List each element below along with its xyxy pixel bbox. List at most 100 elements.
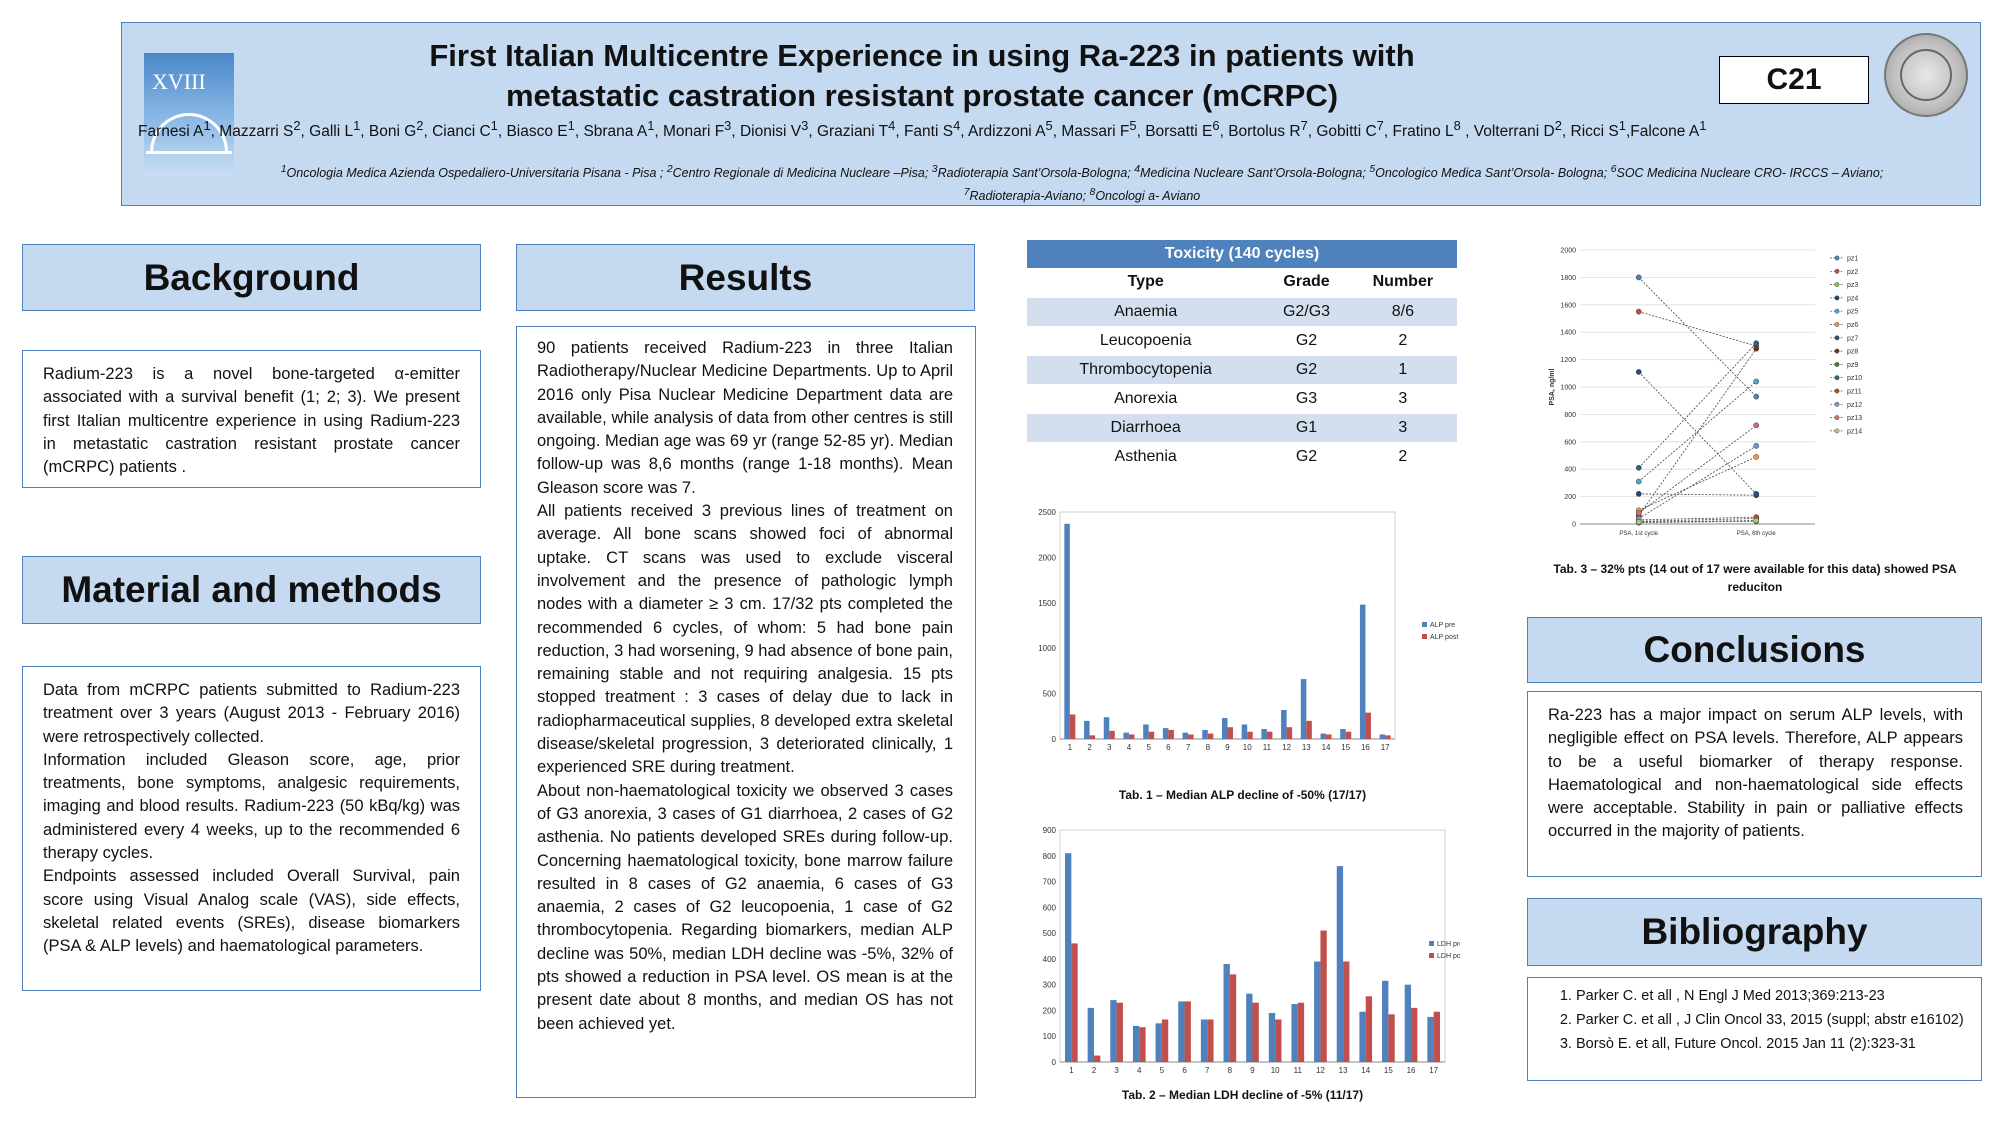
bar-ldh-post <box>1093 1055 1101 1062</box>
bar-alp-pre <box>1103 717 1110 739</box>
background-heading: Background <box>22 244 481 311</box>
methods-paragraph: Data from mCRPC patients submitted to Ra… <box>43 681 460 746</box>
results-body: 90 patients received Radium-223 in three… <box>516 326 976 1098</box>
bar-ldh-post <box>1411 1007 1418 1062</box>
y-tick-label: 2000 <box>1038 553 1056 562</box>
legend-label: pz6 <box>1847 322 1858 329</box>
x-tick-label: 6 <box>1166 743 1171 752</box>
legend-label: ALP post <box>1430 634 1458 641</box>
bar-ldh-pre <box>1087 1007 1094 1062</box>
results-paragraph: 90 patients received Radium-223 in three… <box>537 339 953 497</box>
data-point-pz1 <box>1753 393 1760 400</box>
x-tick-label: 14 <box>1322 743 1331 752</box>
series-line-pz1 <box>1638 277 1757 397</box>
legend-marker <box>1834 348 1840 354</box>
x-tick-label: 16 <box>1407 1066 1416 1075</box>
data-point-pz7 <box>1753 491 1760 497</box>
data-point-pz8 <box>1753 345 1760 352</box>
bar-ldh-post <box>1139 1027 1146 1062</box>
alp-chart-caption: Tab. 1 – Median ALP decline of -50% (17/… <box>1118 788 1367 802</box>
legend-marker <box>1834 308 1840 314</box>
bar-ldh-post <box>1116 1002 1123 1062</box>
x-tick-label: 9 <box>1225 743 1230 752</box>
legend-label: LDH post <box>1437 953 1460 960</box>
conclusions-heading: Conclusions <box>1527 617 1982 683</box>
bar-ldh-post <box>1071 943 1078 1062</box>
bar-alp-post <box>1148 731 1155 739</box>
congress-logo-text: XVIII <box>152 69 206 94</box>
x-tick-label: 7 <box>1205 1066 1210 1075</box>
table-header-row: Type Grade Number <box>1027 268 1457 298</box>
y-tick-label: 600 <box>1564 439 1576 446</box>
data-point-pz6 <box>1753 454 1760 460</box>
x-tick-label: 13 <box>1302 743 1311 752</box>
legend-label: pz14 <box>1847 428 1862 435</box>
bar-alp-pre <box>1064 523 1070 739</box>
results-paragraph: About non-haematological toxicity we obs… <box>537 781 953 1033</box>
bar-ldh-pre <box>1427 1016 1434 1062</box>
x-tick-label: 15 <box>1384 1066 1393 1075</box>
y-tick-label: 1000 <box>1038 644 1056 653</box>
series-line-pz11 <box>1638 516 1757 521</box>
bar-alp-post <box>1266 731 1273 739</box>
bridge-deck-graphic <box>146 151 232 154</box>
results-heading: Results <box>516 244 975 311</box>
bar-alp-post <box>1128 734 1135 739</box>
table-cell: Leucopoenia <box>1027 326 1265 356</box>
y-tick-label: 400 <box>1043 955 1057 964</box>
table-cell: 2 <box>1348 326 1457 356</box>
table-cell: Asthenia <box>1027 442 1265 472</box>
bibliography-list: Parker C. et all , N Engl J Med 2013;369… <box>1536 986 1967 1054</box>
y-tick-label: 1600 <box>1560 302 1576 309</box>
x-tick-label: 4 <box>1127 743 1132 752</box>
bar-alp-post <box>1188 734 1194 739</box>
table-row: Asthenia G2 2 <box>1027 442 1457 472</box>
x-tick-label: 7 <box>1186 743 1191 752</box>
y-tick-label: 1000 <box>1560 385 1576 392</box>
bibliography-item: Borsò E. et all, Future Oncol. 2015 Jan … <box>1576 1034 1967 1054</box>
legend-label: pz10 <box>1847 375 1862 382</box>
methods-paragraph: Endpoints assessed included Overall Surv… <box>43 867 460 956</box>
table-cell: 3 <box>1348 384 1457 414</box>
y-tick-label: 0 <box>1052 1058 1057 1067</box>
ldh-chart-caption: Tab. 2 – Median LDH decline of -5% (11/1… <box>1121 1088 1364 1102</box>
affiliations: 1Oncologia Medica Azienda Ospedaliero-Un… <box>280 164 1884 204</box>
table-cell: G2 <box>1264 442 1349 472</box>
x-tick-label: 15 <box>1341 743 1350 752</box>
data-point-pz13 <box>1635 510 1642 516</box>
toxicity-table-caption: Toxicity (140 cycles) <box>1027 240 1457 268</box>
bar-ldh-post <box>1275 1019 1282 1062</box>
legend-marker <box>1834 401 1840 407</box>
legend-label: pz9 <box>1847 362 1858 369</box>
table-cell: 3 <box>1348 413 1457 443</box>
conclusions-text: Ra-223 has a major impact on serum ALP l… <box>1548 706 1963 841</box>
series-line-pz10 <box>1638 342 1757 469</box>
bar-ldh-pre <box>1336 866 1344 1062</box>
data-point-pz14 <box>1635 519 1642 525</box>
x-tick-label: 3 <box>1107 743 1112 752</box>
bar-alp-pre <box>1182 732 1189 739</box>
series-line-pz12 <box>1638 445 1757 519</box>
bar-ldh-pre <box>1382 980 1389 1062</box>
legend-marker <box>1834 255 1840 261</box>
table-cell: G2 <box>1264 355 1349 385</box>
y-tick-label: 1500 <box>1038 599 1056 608</box>
x-tick-label: 6 <box>1182 1066 1187 1075</box>
bar-ldh-pre <box>1064 853 1072 1062</box>
x-tick-label: 17 <box>1381 743 1390 752</box>
x-tick-label: 11 <box>1263 743 1272 752</box>
results-paragraph: All patients received 3 previous lines o… <box>537 502 953 777</box>
bar-ldh-pre <box>1404 984 1412 1062</box>
bar-alp-pre <box>1379 734 1386 739</box>
psa-chart-caption: Tab. 3 – 32% pts (14 out of 17 were avai… <box>1553 562 1957 594</box>
table-cell: Anorexia <box>1027 384 1265 414</box>
table-cell: Diarrhoea <box>1027 413 1265 443</box>
x-tick-label: 2 <box>1092 1066 1097 1075</box>
x-tick-label: 12 <box>1282 743 1291 752</box>
bar-alp-pre <box>1281 709 1287 739</box>
table-cell: G1 <box>1264 413 1349 443</box>
bar-alp-post <box>1207 733 1214 739</box>
table-row: Anorexia G3 3 <box>1027 384 1457 414</box>
poster-code: C21 <box>1719 56 1869 104</box>
